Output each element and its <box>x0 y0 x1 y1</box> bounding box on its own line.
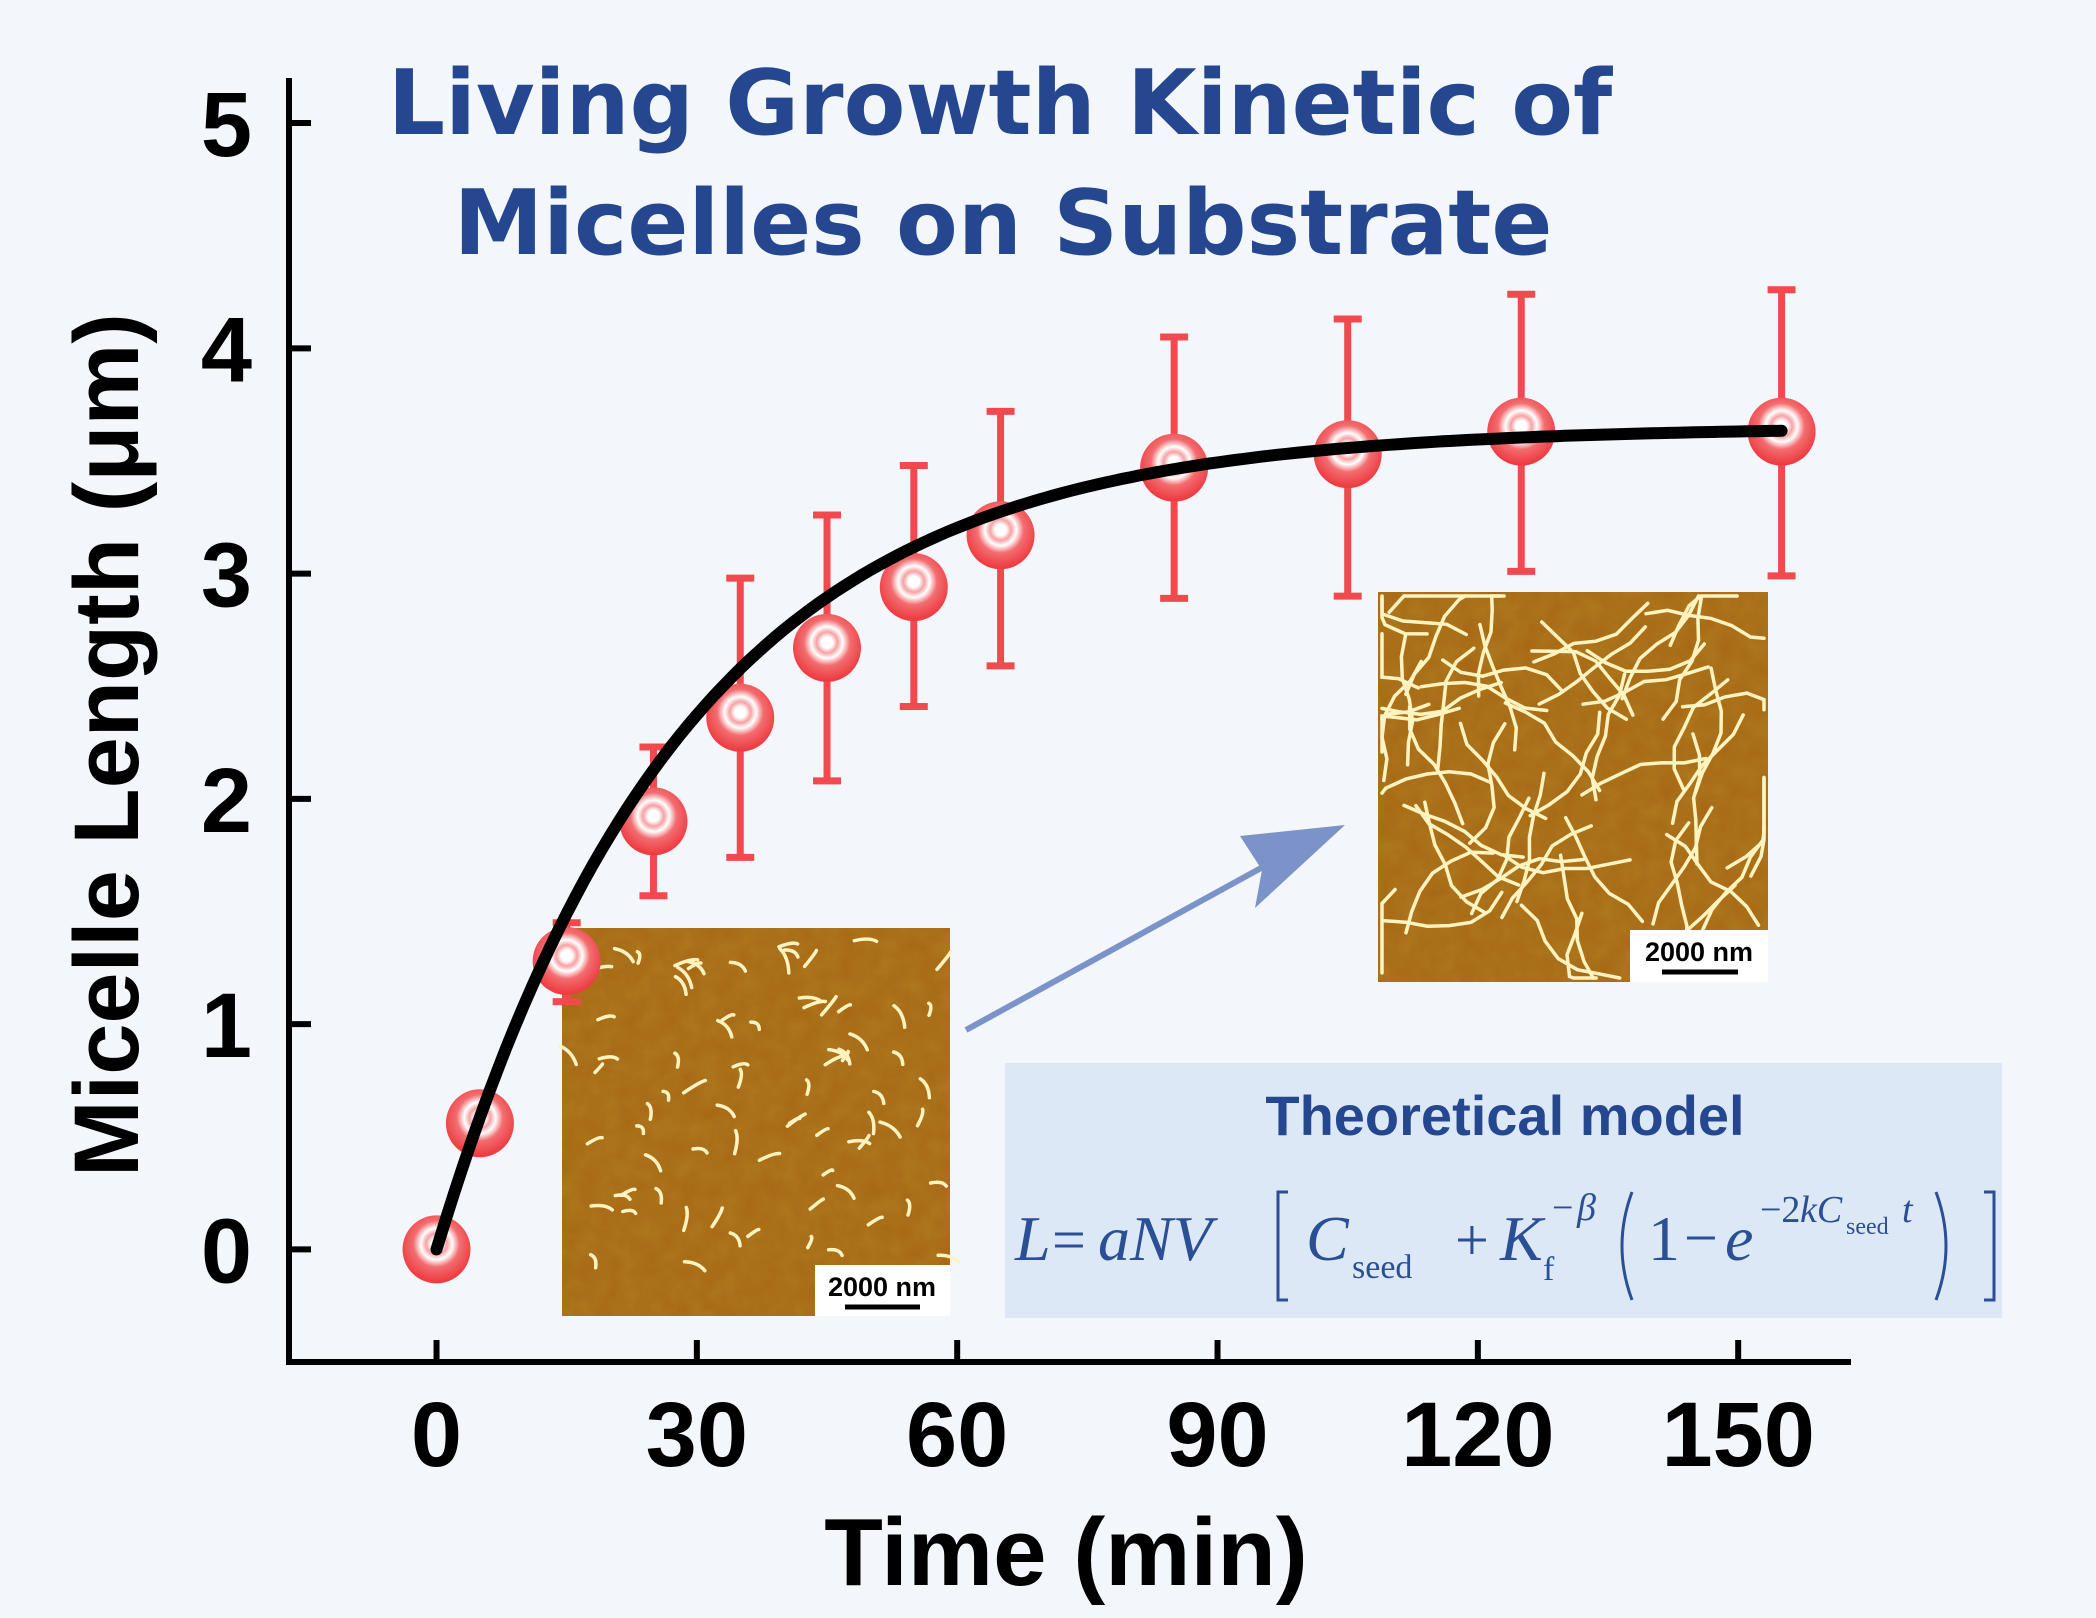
svg-text:e: e <box>1725 1203 1753 1274</box>
fit-curve <box>430 424 1788 1256</box>
data-point <box>706 683 775 752</box>
y-tick-label: 1 <box>201 975 252 1077</box>
x-axis-label: Time (min) <box>824 1499 1308 1606</box>
svg-text:f: f <box>1543 1251 1555 1288</box>
model-box: Theoretical model L = aNV C seed + K f −… <box>1005 1063 2002 1318</box>
growth-arrow <box>964 825 1345 1033</box>
svg-text:−: − <box>1684 1205 1718 1271</box>
x-tick-label: 0 <box>411 1384 462 1486</box>
x-tick-label: 30 <box>646 1384 748 1486</box>
y-tick-label: 0 <box>201 1200 252 1302</box>
svg-text:L: L <box>1014 1203 1051 1274</box>
svg-text:K: K <box>1499 1203 1546 1274</box>
svg-text:seed: seed <box>1846 1214 1889 1240</box>
svg-text:C: C <box>1306 1203 1350 1274</box>
data-point <box>793 613 862 682</box>
svg-text:1: 1 <box>1648 1203 1680 1274</box>
scale-label-late: 2000 nm <box>1645 937 1753 967</box>
svg-text:β: β <box>1576 1187 1596 1229</box>
y-tick-label: 2 <box>201 750 252 852</box>
x-tick-label: 150 <box>1661 1384 1815 1486</box>
svg-text:−2: −2 <box>1760 1189 1800 1231</box>
y-tick-label: 4 <box>201 299 252 401</box>
chart-title-line-2: Micelles on Substrate <box>454 171 1553 276</box>
model-equation: L = aNV C seed + K f − β 1 − e −2 kC see… <box>1014 1187 1996 1302</box>
x-tick-label: 120 <box>1401 1384 1555 1486</box>
svg-text:+: + <box>1455 1207 1489 1273</box>
afm-image-late: 2000 nm <box>1378 592 1768 982</box>
y-ticks: 0 1 2 3 4 5 <box>201 74 311 1302</box>
afm-image-early: 2000 nm <box>557 928 961 1316</box>
chart-title-line-1: Living Growth Kinetic of <box>388 51 1613 156</box>
y-tick-label: 3 <box>201 525 252 627</box>
data-point <box>879 553 948 622</box>
svg-text:t: t <box>1902 1189 1914 1231</box>
model-title: Theoretical model <box>1265 1084 1744 1147</box>
x-tick-label: 90 <box>1166 1384 1268 1486</box>
scale-label-early: 2000 nm <box>828 1272 936 1302</box>
micelle-fibrils-short <box>557 937 961 1273</box>
data-point <box>1313 420 1382 489</box>
svg-text:aNV: aNV <box>1098 1203 1219 1274</box>
svg-text:=: = <box>1052 1207 1086 1273</box>
svg-text:seed: seed <box>1352 1249 1412 1286</box>
x-tick-label: 60 <box>906 1384 1008 1486</box>
svg-text:kC: kC <box>1800 1189 1843 1231</box>
y-tick-label: 5 <box>201 74 252 176</box>
svg-text:−: − <box>1552 1187 1573 1229</box>
x-ticks: 0 30 60 90 120 150 <box>411 1340 1815 1486</box>
y-axis-label: Micelle Length (μm) <box>56 313 158 1177</box>
